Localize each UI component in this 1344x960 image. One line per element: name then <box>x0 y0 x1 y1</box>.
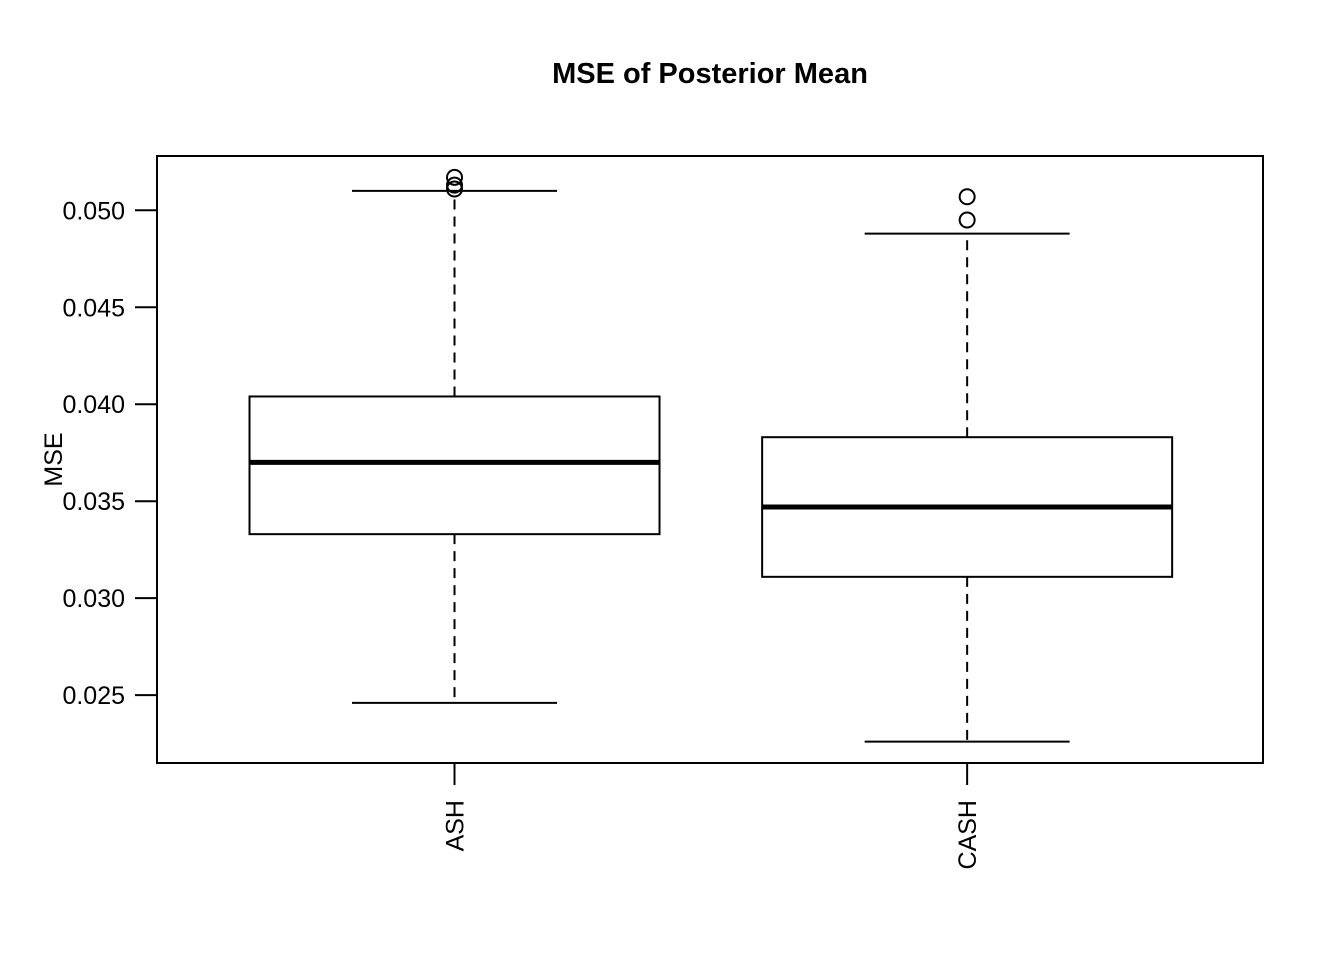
outlier-point-ASH <box>446 176 464 194</box>
x-category-label-ASH: ASH <box>442 800 470 851</box>
iqr-box-ASH <box>248 395 661 536</box>
y-axis-tick-label: 0.050 <box>62 197 125 225</box>
y-axis-tick-label: 0.025 <box>62 682 125 710</box>
y-axis-tick-label: 0.030 <box>62 585 125 613</box>
outlier-point-CASH <box>958 211 976 229</box>
outlier-point-CASH <box>958 188 976 206</box>
y-axis-tick-label: 0.035 <box>62 488 125 516</box>
plot-border <box>156 155 1264 764</box>
y-axis-title: MSE <box>40 432 68 486</box>
outlier-point-ASH <box>446 168 464 186</box>
y-axis-tick-label: 0.045 <box>62 294 125 322</box>
chart-title: MSE of Posterior Mean <box>552 58 868 90</box>
y-axis-tick-label: 0.040 <box>62 391 125 419</box>
x-category-label-CASH: CASH <box>954 800 982 869</box>
